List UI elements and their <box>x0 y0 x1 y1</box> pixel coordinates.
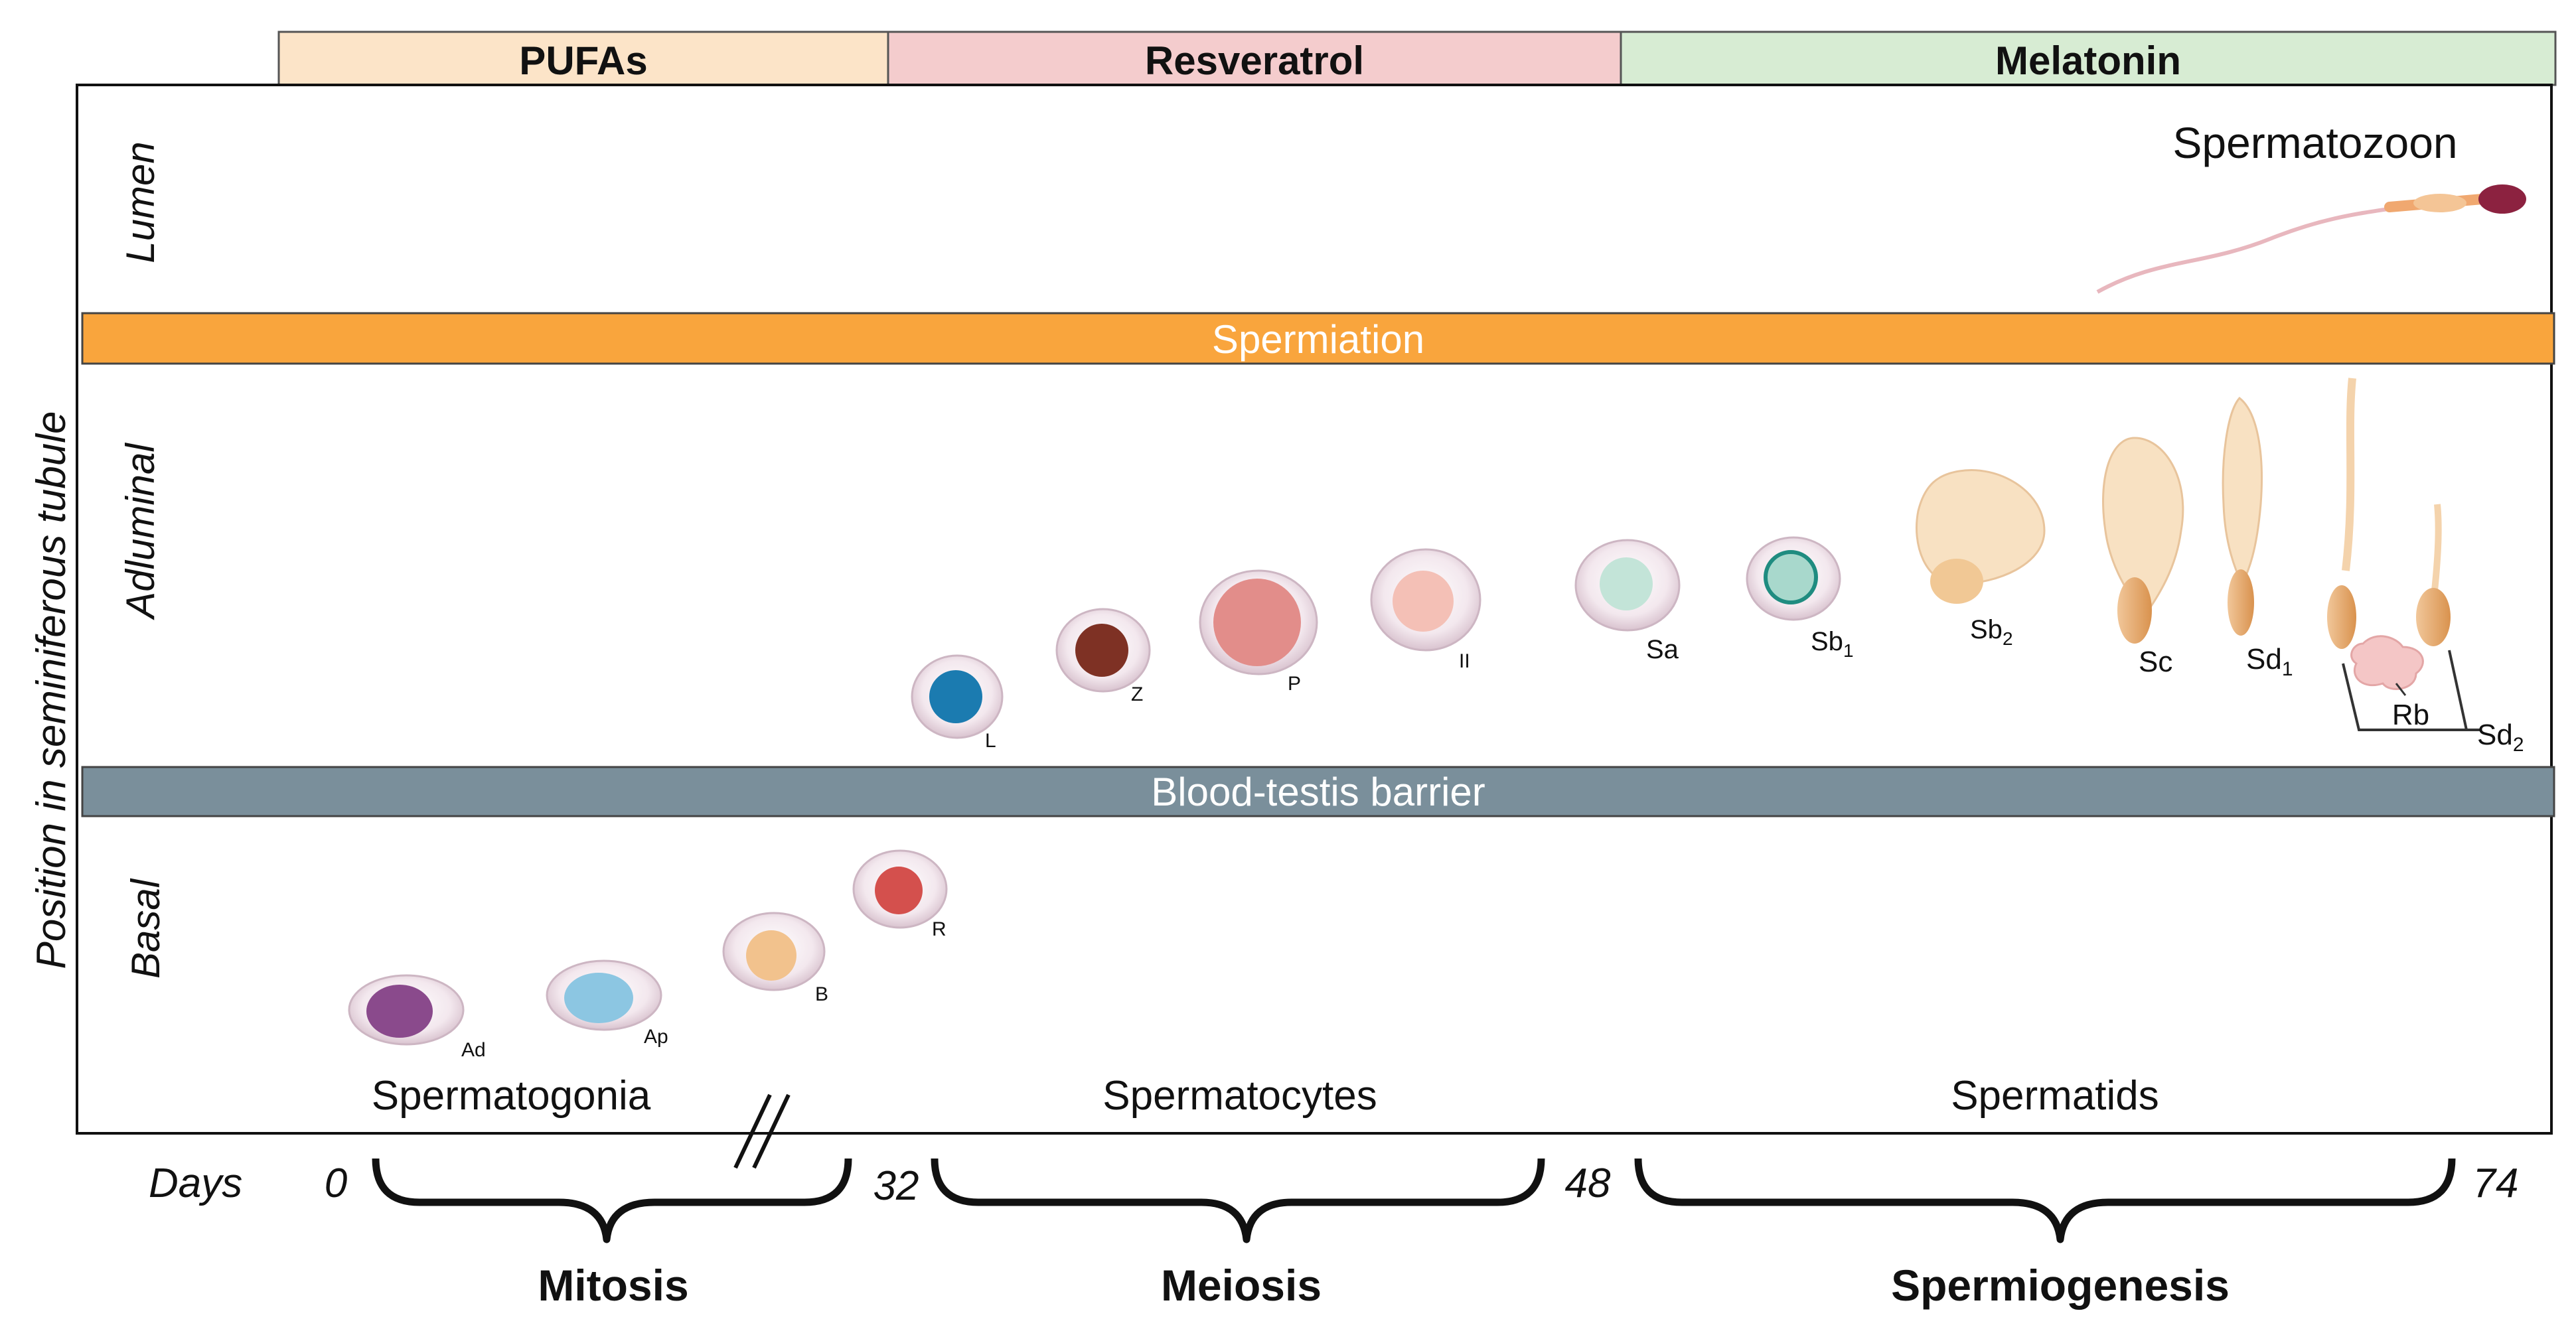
day-48: 48 <box>1565 1161 1611 1206</box>
spermatocytes-label: Spermatocytes <box>1102 1073 1377 1119</box>
cell-sd1-label-main: Sd <box>2246 643 2282 675</box>
resveratrol-box <box>887 31 1622 86</box>
cell-ap-label: Ap <box>644 1026 668 1048</box>
cell-sb2: Sb2 <box>1916 469 2046 649</box>
resveratrol-label: Resveratrol <box>1145 38 1364 83</box>
timeline-break-icon <box>733 1093 791 1169</box>
cell-sc-label: Sc <box>2139 646 2172 678</box>
cell-sb1: Sb1 <box>1746 536 1854 661</box>
cell-b-label: B <box>815 983 828 1005</box>
residual-body-label: Rb <box>2392 699 2429 731</box>
cell-l: L <box>911 654 1004 752</box>
cell-sb2-label: Sb2 <box>1970 615 2013 649</box>
cell-sb1-label: Sb1 <box>1811 627 1854 661</box>
spermatozoon-icon <box>2096 184 2526 294</box>
lumen-label: Lumen <box>118 141 163 263</box>
cell-sa-label: Sa <box>1646 635 1679 664</box>
meiosis-label: Meiosis <box>1161 1261 1322 1310</box>
cell-ad: Ad <box>348 974 486 1061</box>
cell-sb2-label-sub: 2 <box>2003 628 2013 649</box>
cell-p: P <box>1199 569 1318 695</box>
mitosis-label: Mitosis <box>538 1261 688 1310</box>
spermiation-bar <box>81 312 2555 365</box>
cell-sd2-label-sub: 2 <box>2513 734 2524 756</box>
spermiogenesis-brace <box>1634 1158 2456 1243</box>
cell-ap: Ap <box>546 959 668 1048</box>
cell-sd1: Sd1 <box>2222 396 2293 680</box>
y-axis-label: Position in seminiferous tubule <box>29 411 74 969</box>
cell-sb2-label-main: Sb <box>1970 615 2003 644</box>
days-label: Days <box>149 1161 242 1206</box>
day-74: 74 <box>2473 1161 2519 1206</box>
cell-sd2: Sd2 <box>2327 378 2524 756</box>
spermatids-label: Spermatids <box>1951 1073 2159 1119</box>
tubule-frame <box>76 84 2553 1135</box>
cell-sd2-label: Sd2 <box>2477 719 2524 756</box>
cell-sb1-label-sub: 1 <box>1843 640 1854 661</box>
blood-testis-barrier-bar <box>81 766 2555 817</box>
meiosis-brace <box>931 1158 1545 1243</box>
cell-r: R <box>852 849 948 940</box>
cell-sd1-label: Sd1 <box>2246 643 2293 680</box>
pufas-label: PUFAs <box>519 38 647 83</box>
melatonin-box <box>1620 31 2557 86</box>
cell-ad-label: Ad <box>461 1039 486 1061</box>
spermiation-label: Spermiation <box>1212 317 1424 362</box>
supplement-header: PUFAs Resveratrol Melatonin <box>277 31 2557 86</box>
cell-r-label: R <box>932 918 947 940</box>
cell-l-label: L <box>985 730 996 752</box>
day-32: 32 <box>873 1163 919 1209</box>
cell-z: Z <box>1055 608 1151 705</box>
cell-ii-label: II <box>1459 650 1470 672</box>
blood-testis-barrier-label: Blood-testis barrier <box>1151 770 1485 814</box>
basal-label: Basal <box>123 878 168 979</box>
cell-b: B <box>722 912 828 1005</box>
cell-sa: Sa <box>1574 539 1681 664</box>
cell-sc: Sc <box>2102 437 2184 678</box>
cell-p-label: P <box>1288 673 1301 695</box>
mitosis-brace <box>372 1158 852 1243</box>
spermatogonia-label: Spermatogonia <box>372 1073 651 1119</box>
residual-body: Rb <box>2350 635 2429 731</box>
pufas-box <box>277 31 889 86</box>
cell-sd1-label-sub: 1 <box>2282 658 2293 680</box>
cell-sd2-label-main: Sd <box>2477 719 2513 751</box>
spermiogenesis-label: Spermiogenesis <box>1891 1261 2230 1310</box>
day-0: 0 <box>325 1161 347 1206</box>
spermatozoon-label: Spermatozoon <box>2172 118 2457 167</box>
melatonin-label: Melatonin <box>1995 38 2181 83</box>
cell-sb1-label-main: Sb <box>1811 627 1843 656</box>
adluminal-label: Adluminal <box>118 443 163 620</box>
cell-z-label: Z <box>1131 683 1143 705</box>
cell-ii: II <box>1370 548 1481 672</box>
